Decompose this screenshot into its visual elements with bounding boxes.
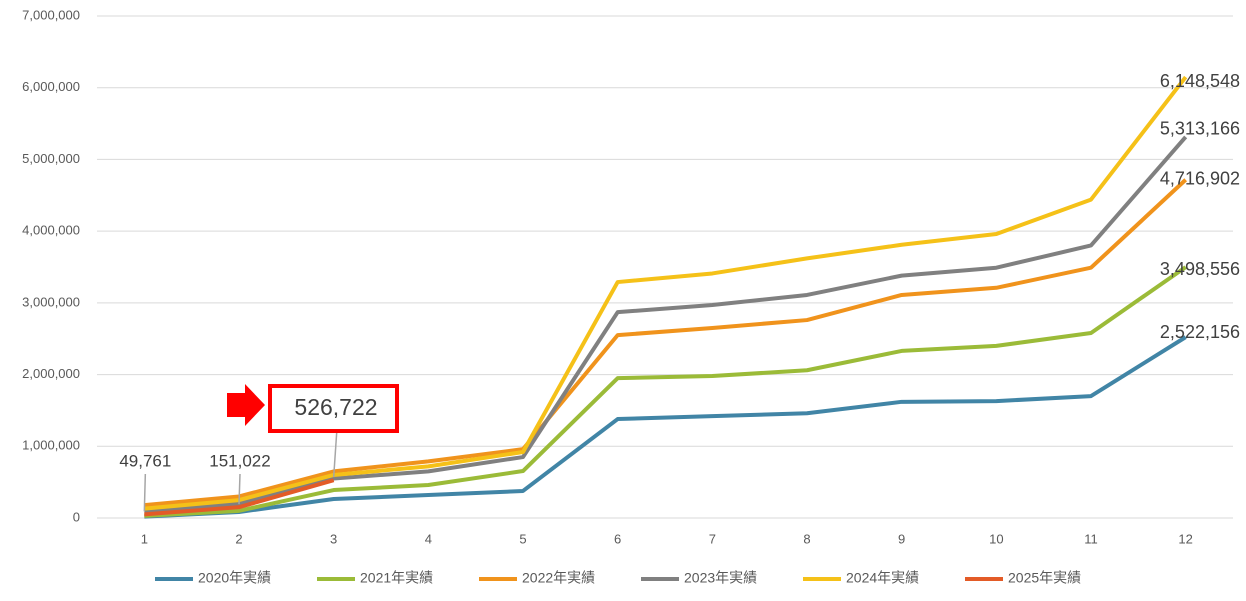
y-tick-label: 1,000,000 [22, 438, 80, 453]
x-tick-label: 4 [425, 531, 432, 546]
x-tick-label: 6 [614, 531, 621, 546]
legend-label: 2025年実績 [1008, 570, 1081, 586]
series-line [144, 335, 1187, 519]
legend-label: 2021年実績 [360, 570, 433, 586]
y-tick-label: 7,000,000 [22, 7, 80, 22]
x-tick-label: 11 [1084, 531, 1098, 546]
series-line [144, 178, 1188, 508]
y-tick-label: 4,000,000 [22, 223, 80, 238]
data-label: 4,716,902 [1160, 168, 1240, 188]
series-line [144, 478, 335, 517]
legend-label: 2022年実績 [522, 570, 595, 586]
series-line [144, 265, 1187, 518]
leader-line [143, 473, 147, 512]
x-tick-label: 10 [989, 531, 1003, 546]
data-label: 5,313,166 [1160, 119, 1240, 139]
data-label: 49,761 [119, 451, 171, 470]
y-tick-label: 3,000,000 [22, 294, 80, 309]
y-tick-label: 0 [73, 509, 80, 524]
legend-label: 2024年実績 [846, 570, 919, 586]
legend-label: 2023年実績 [684, 570, 757, 586]
x-tick-label: 2 [235, 531, 242, 546]
data-label: 6,148,548 [1160, 71, 1240, 91]
x-tick-label: 8 [803, 531, 810, 546]
legend-label: 2020年実績 [198, 570, 271, 586]
y-tick-label: 5,000,000 [22, 151, 80, 166]
leader-line [238, 473, 241, 505]
series-line [144, 75, 1188, 511]
y-tick-label: 2,000,000 [22, 366, 80, 381]
series-line [144, 135, 1188, 513]
leader-line [332, 432, 338, 478]
y-tick-label: 6,000,000 [22, 79, 80, 94]
x-tick-label: 7 [709, 531, 716, 546]
data-label: 526,722 [294, 394, 377, 420]
highlight-box [268, 384, 399, 433]
data-label: 2,522,156 [1160, 322, 1240, 342]
x-tick-label: 3 [330, 531, 337, 546]
x-tick-label: 5 [519, 531, 526, 546]
x-tick-label: 1 [141, 531, 148, 546]
x-tick-label: 12 [1178, 531, 1192, 546]
highlight-arrow [227, 384, 265, 426]
data-label: 151,022 [209, 451, 270, 470]
data-label: 3,498,556 [1160, 259, 1240, 279]
x-tick-label: 9 [898, 531, 905, 546]
